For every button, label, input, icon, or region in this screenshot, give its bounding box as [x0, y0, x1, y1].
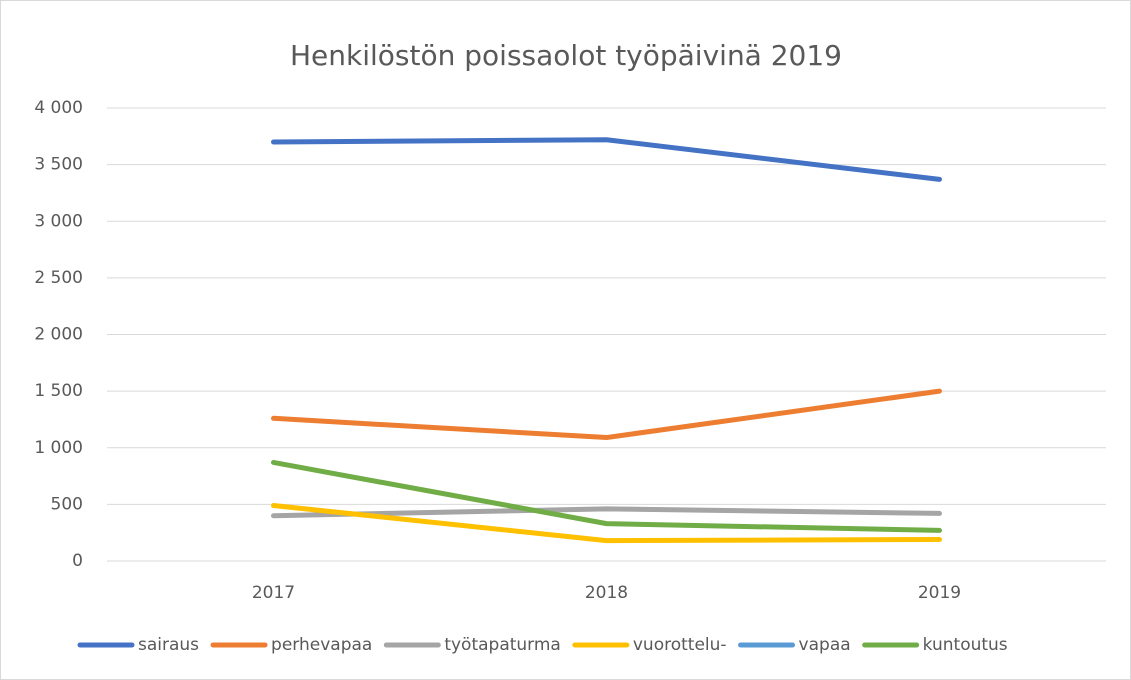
series-line — [271, 388, 942, 441]
legend-label: sairaus — [138, 635, 199, 655]
y-tick-label: 2 000 — [34, 325, 83, 345]
y-tick-label: 3 500 — [34, 155, 83, 175]
y-tick-label: 1 000 — [34, 438, 83, 458]
x-tick-label: 2019 — [918, 583, 961, 603]
series-line — [271, 506, 942, 519]
x-tick-label: 2018 — [585, 583, 628, 603]
chart-title: Henkilöstön poissaolot työpäivinä 2019 — [290, 39, 842, 72]
y-tick-label: 500 — [51, 494, 83, 514]
legend-label: perhevapaa — [271, 635, 372, 655]
legend-label: työtapaturma — [444, 635, 561, 655]
legend-label: kuntoutus — [923, 635, 1008, 655]
y-tick-label: 3 000 — [34, 211, 83, 231]
x-tick-label: 2017 — [252, 583, 295, 603]
legend-label: vuorottelu- — [633, 635, 727, 655]
y-tick-label: 4 000 — [34, 98, 83, 118]
series-line — [271, 503, 942, 544]
legend-label: vapaa — [799, 635, 851, 655]
series-line — [271, 459, 942, 533]
series-line — [271, 137, 942, 182]
y-tick-label: 1 500 — [34, 381, 83, 401]
y-tick-label: 0 — [72, 551, 83, 571]
y-tick-label: 2 500 — [34, 268, 83, 288]
